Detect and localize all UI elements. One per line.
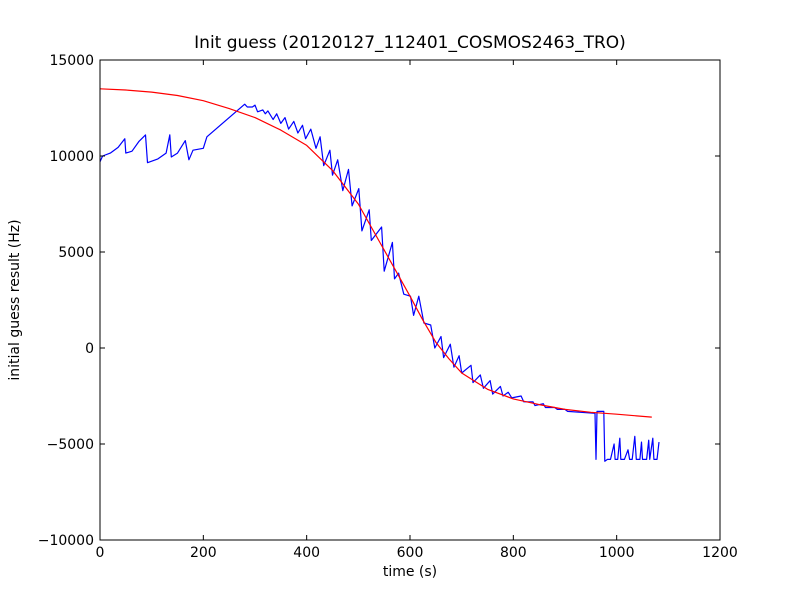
y-axis-label: initial guess result (Hz) [7, 219, 23, 380]
x-tick-label: 400 [293, 545, 320, 561]
series-line-1 [99, 103, 660, 462]
y-tick-label: −10000 [38, 533, 94, 549]
x-tick-label: 800 [500, 545, 527, 561]
series-line-2 [99, 88, 652, 418]
y-tick-label: 0 [85, 341, 94, 357]
x-tick-label: 0 [96, 545, 105, 561]
x-tick-label: 1000 [599, 545, 635, 561]
y-tick-label: 15000 [49, 53, 94, 69]
x-tick-label: 600 [397, 545, 424, 561]
y-tick-label: 10000 [49, 149, 94, 165]
y-tick-label: 5000 [58, 245, 94, 261]
x-axis-label: time (s) [383, 564, 437, 580]
x-tick-label: 1200 [702, 545, 738, 561]
x-tick-label: 200 [190, 545, 217, 561]
y-tick-label: −5000 [47, 437, 94, 453]
plot-area: 0 200 400 600 800 1000 1200 −10000 −5000 0 5000 100… [38, 53, 738, 561]
chart-title: Init guess (20120127_112401_COSMOS2463_T… [194, 33, 626, 53]
